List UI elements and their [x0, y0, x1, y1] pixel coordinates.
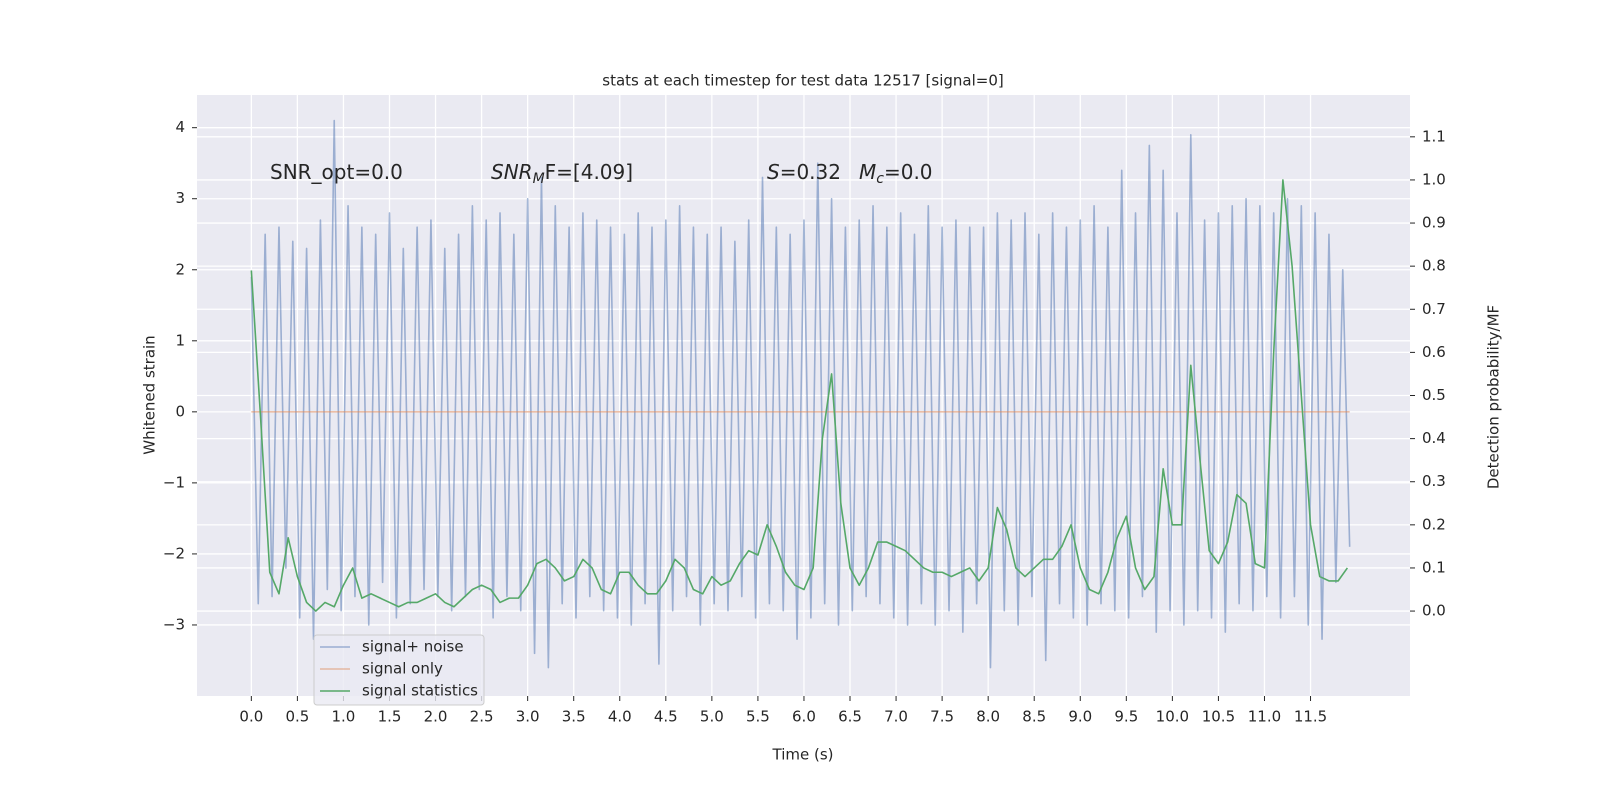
annotation: SNRMF=[4.09]: [491, 160, 633, 188]
y2-tick-label: 0.4: [1422, 429, 1446, 447]
y-tick-label: −1: [163, 473, 185, 491]
x-tick-label: 9.0: [1068, 708, 1092, 726]
y2-tick-label: 1.0: [1422, 170, 1446, 188]
annotation-part: SNR: [491, 160, 533, 184]
y2-tick-label: 0.9: [1422, 214, 1446, 232]
x-tick-label: 11.0: [1248, 708, 1281, 726]
x-tick-label: 3.5: [562, 708, 586, 726]
legend: signal+ noise signal only signal statistic…: [313, 634, 485, 706]
x-tick-label: 9.5: [1114, 708, 1138, 726]
y-axis-label: Whitened strain: [141, 335, 159, 454]
x-tick-label: 4.0: [608, 708, 632, 726]
x-tick-label: 6.0: [792, 708, 816, 726]
y2-tick-label: 0.7: [1422, 300, 1446, 318]
x-tick-label: 5.0: [700, 708, 724, 726]
annotation: Mc=0.0: [859, 160, 933, 188]
x-tick-label: 5.5: [746, 708, 770, 726]
y2-tick-label: 0.0: [1422, 602, 1446, 620]
x-tick-label: 11.5: [1294, 708, 1327, 726]
legend-box: [313, 634, 485, 706]
y2-tick-label: 0.8: [1422, 257, 1446, 275]
x-tick-label: 7.5: [930, 708, 954, 726]
y-tick-label: 3: [175, 189, 185, 207]
series-line: [250, 119, 1351, 669]
y-tick-label: −2: [163, 544, 185, 562]
y2-tick-label: 1.1: [1422, 127, 1446, 145]
annotation-part: c: [876, 171, 884, 187]
y-tick-label: 2: [175, 260, 185, 278]
annotation-part: SNR_opt=0.0: [270, 160, 403, 184]
y-tick-label: 4: [175, 118, 185, 136]
annotation-part: S: [767, 160, 780, 184]
y2-tick-label: 0.1: [1422, 558, 1446, 576]
legend-label: signal statistics: [362, 682, 478, 700]
y2-tick-label: 0.5: [1422, 386, 1446, 404]
series-line: [250, 179, 1349, 612]
x-tick-label: 8.5: [1022, 708, 1046, 726]
y-tick-label: −3: [163, 615, 185, 633]
y2-tick-label: 0.6: [1422, 343, 1446, 361]
x-tick-label: 2.5: [470, 708, 494, 726]
x-tick-label: 1.5: [378, 708, 402, 726]
x-axis-label: Time (s): [772, 746, 834, 764]
annotation-part: M: [859, 160, 876, 184]
x-tick-label: 3.0: [516, 708, 540, 726]
y2-axis-label: Detection probability/MF: [1485, 305, 1503, 489]
x-tick-label: 10.5: [1202, 708, 1235, 726]
legend-label: signal+ noise: [362, 638, 464, 656]
x-tick-label: 0.5: [285, 708, 309, 726]
y2-tick-label: 0.3: [1422, 472, 1446, 490]
x-tick-label: 6.5: [838, 708, 862, 726]
x-tick-label: 10.0: [1156, 708, 1189, 726]
annotation: SNR_opt=0.0: [270, 160, 403, 184]
x-tick-label: 0.0: [239, 708, 263, 726]
x-tick-label: 7.0: [884, 708, 908, 726]
x-tick-label: 2.0: [424, 708, 448, 726]
y-tick-label: 1: [175, 331, 185, 349]
y2-tick-label: 0.2: [1422, 515, 1446, 533]
annotation-part: =0.0: [884, 160, 933, 184]
x-tick-label: 1.0: [332, 708, 356, 726]
annotation-part: F=[4.09]: [545, 160, 633, 184]
legend-label: signal only: [362, 660, 443, 678]
chart-title: stats at each timestep for test data 125…: [602, 72, 1003, 90]
x-tick-label: 8.0: [976, 708, 1000, 726]
annotation: S=0.32: [767, 160, 841, 184]
x-tick-label: 4.5: [654, 708, 678, 726]
y-tick-label: 0: [175, 402, 185, 420]
annotation-part: =0.32: [780, 160, 841, 184]
annotation-part: M: [533, 171, 545, 187]
